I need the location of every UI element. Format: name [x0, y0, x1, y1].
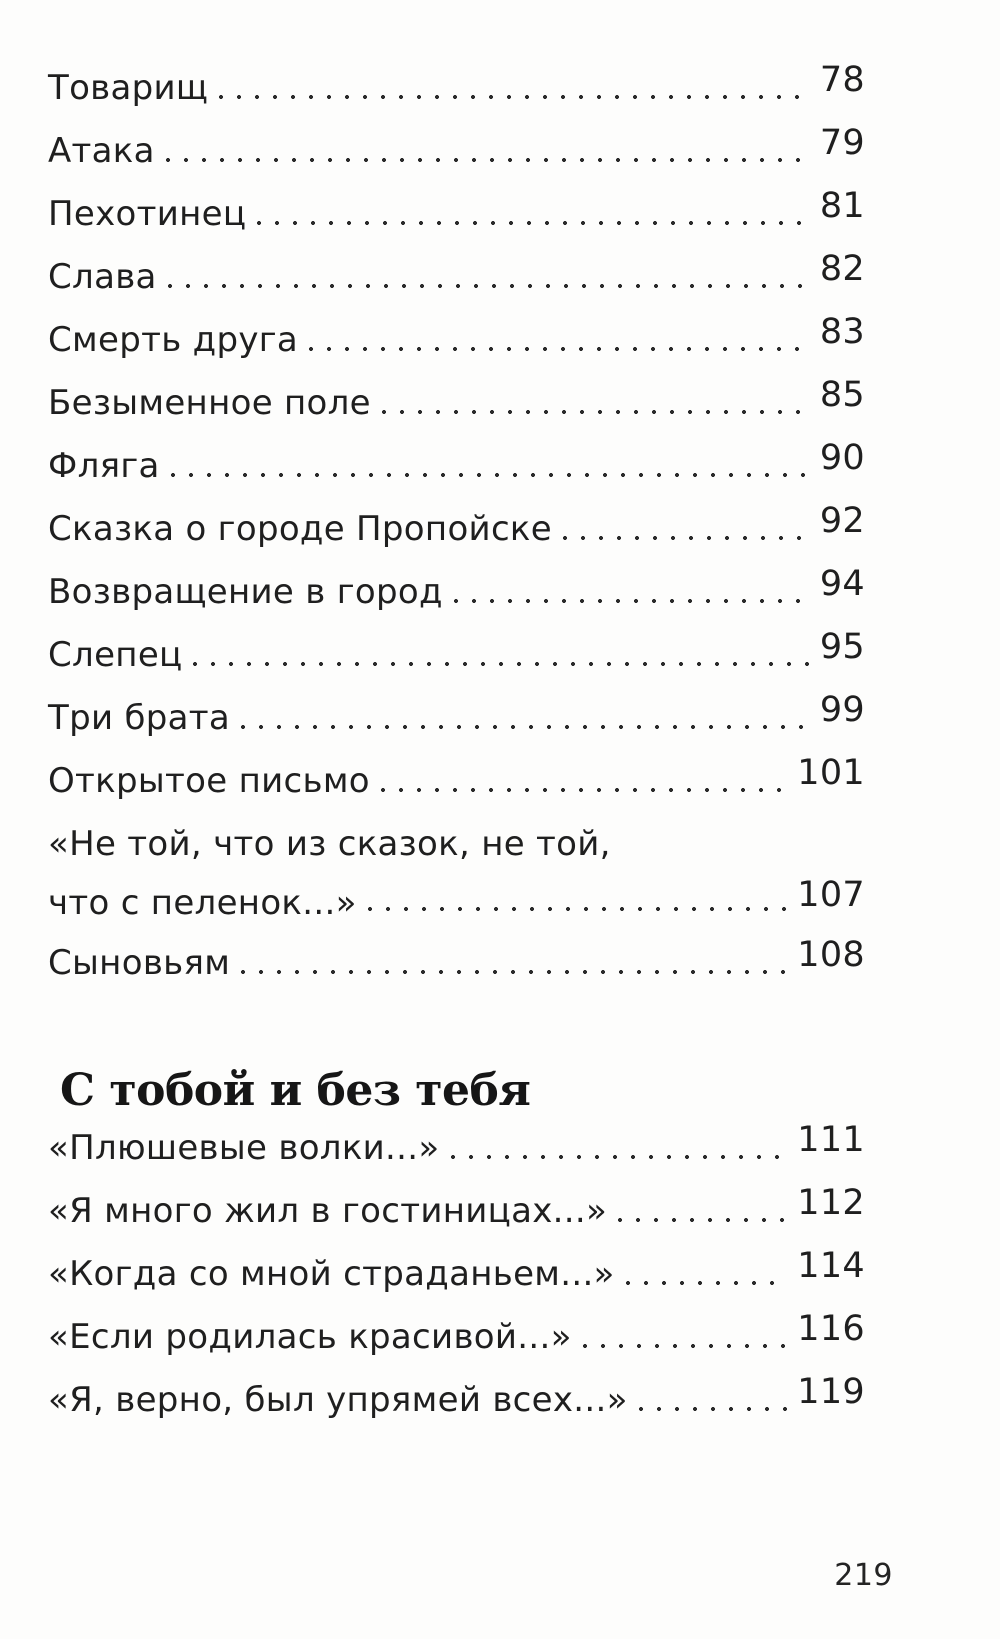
toc-entry-title: Три брата: [48, 698, 230, 738]
section-heading: С тобой и без тебя: [60, 1065, 531, 1116]
toc-entry-title-continued: что с пеленок...»: [48, 883, 357, 923]
toc-entry: Слава 82: [48, 246, 865, 309]
dot-leader: [376, 372, 810, 435]
dot-leader: [448, 561, 810, 624]
toc-entry: Сказка о городе Пропойске 92: [48, 498, 865, 561]
toc-entry-page: 79: [819, 123, 865, 163]
dot-leader: [236, 932, 788, 995]
toc-entry: Безыменное поле 85: [48, 372, 865, 435]
toc-entry: Слепец 95: [48, 624, 865, 687]
toc-entry-page: 82: [819, 249, 865, 289]
toc-entry-title: Сыновьям: [48, 943, 231, 983]
dot-leader: [188, 624, 810, 687]
toc-entry-title: Возвращение в город: [48, 572, 443, 612]
dot-leader: [252, 183, 810, 246]
toc-entry-title: Смерть друга: [48, 320, 299, 360]
toc-entry-title: Открытое письмо: [48, 761, 370, 801]
toc-entry-page: 119: [797, 1372, 865, 1412]
toc-entry-page: 108: [797, 935, 865, 975]
table-of-contents: Товарищ 78 Атака 79 Пехотинец 81 Слава 8…: [48, 57, 865, 1432]
toc-entry-title: Сказка о городе Пропойске: [48, 509, 552, 549]
dot-leader: [375, 750, 788, 813]
toc-entry: Смерть друга 83: [48, 309, 865, 372]
toc-entry-title: Пехотинец: [48, 194, 247, 234]
dot-leader: [362, 874, 788, 932]
dot-leader: [633, 1369, 788, 1432]
toc-entry-page: 107: [797, 875, 865, 915]
toc-entry-page: 78: [819, 60, 865, 100]
toc-entry-page: 99: [819, 690, 865, 730]
toc-entry: Возвращение в город 94: [48, 561, 865, 624]
toc-entry-page: 85: [819, 375, 865, 415]
toc-entry-title: Фляга: [48, 446, 160, 486]
toc-entry-title: «Плюшевые волки...»: [48, 1128, 440, 1168]
dot-leader: [165, 435, 810, 498]
toc-entry: Пехотинец 81: [48, 183, 865, 246]
toc-entry: «Я, верно, был упрямей всех...» 119: [48, 1369, 865, 1432]
toc-entry-page: 116: [797, 1309, 865, 1349]
toc-entry: Фляга 90: [48, 435, 865, 498]
toc-entry-title: Безыменное поле: [48, 383, 371, 423]
toc-entry: Сыновьям 108: [48, 932, 865, 995]
toc-entry-page: 112: [797, 1183, 865, 1223]
dot-leader: [160, 120, 810, 183]
toc-entry-page: 114: [797, 1246, 865, 1286]
dot-leader: [613, 1180, 788, 1243]
dot-leader: [577, 1306, 788, 1369]
toc-entry-page: 92: [819, 501, 865, 541]
toc-entry-title: Атака: [48, 131, 155, 171]
dot-leader: [235, 687, 810, 750]
toc-entry-multiline-line1: «Не той, что из сказок, не той,: [48, 813, 865, 874]
toc-entry-title: «Когда со мной страданьем...»: [48, 1254, 615, 1294]
toc-entry-page: 94: [819, 564, 865, 604]
dot-leader: [620, 1243, 788, 1306]
toc-entry: «Если родилась красивой...» 116: [48, 1306, 865, 1369]
toc-entry: Открытое письмо 101: [48, 750, 865, 813]
toc-entry-multiline-line2: что с пеленок...» 107: [48, 874, 865, 932]
toc-entry-title: Товарищ: [48, 68, 209, 108]
toc-entry-title: Слава: [48, 257, 157, 297]
page-number: 219: [834, 1558, 893, 1593]
toc-entry-page: 95: [819, 627, 865, 667]
toc-entry: Товарищ 78: [48, 57, 865, 120]
toc-entry: Атака 79: [48, 120, 865, 183]
dot-leader: [162, 246, 810, 309]
toc-entry: Три брата 99: [48, 687, 865, 750]
toc-entry-title: «Я много жил в гостиницах...»: [48, 1191, 608, 1231]
toc-entry-title: «Если родилась красивой...»: [48, 1317, 572, 1357]
toc-entry-page: 81: [819, 186, 865, 226]
toc-entry-page: 111: [797, 1120, 865, 1160]
toc-entry: «Плюшевые волки...» 111: [48, 1117, 865, 1180]
toc-entry-page: 101: [797, 753, 865, 793]
toc-entry: «Я много жил в гостиницах...» 112: [48, 1180, 865, 1243]
toc-entry-title: «Я, верно, был упрямей всех...»: [48, 1380, 628, 1420]
toc-entry-title: Слепец: [48, 635, 183, 675]
toc-entry: «Когда со мной страданьем...» 114: [48, 1243, 865, 1306]
dot-leader: [304, 309, 810, 372]
toc-entry-page: 90: [819, 438, 865, 478]
dot-leader: [445, 1117, 788, 1180]
dot-leader: [214, 57, 810, 120]
toc-entry-title: «Не той, что из сказок, не той,: [48, 824, 611, 864]
toc-entry-page: 83: [819, 312, 865, 352]
dot-leader: [558, 498, 810, 561]
